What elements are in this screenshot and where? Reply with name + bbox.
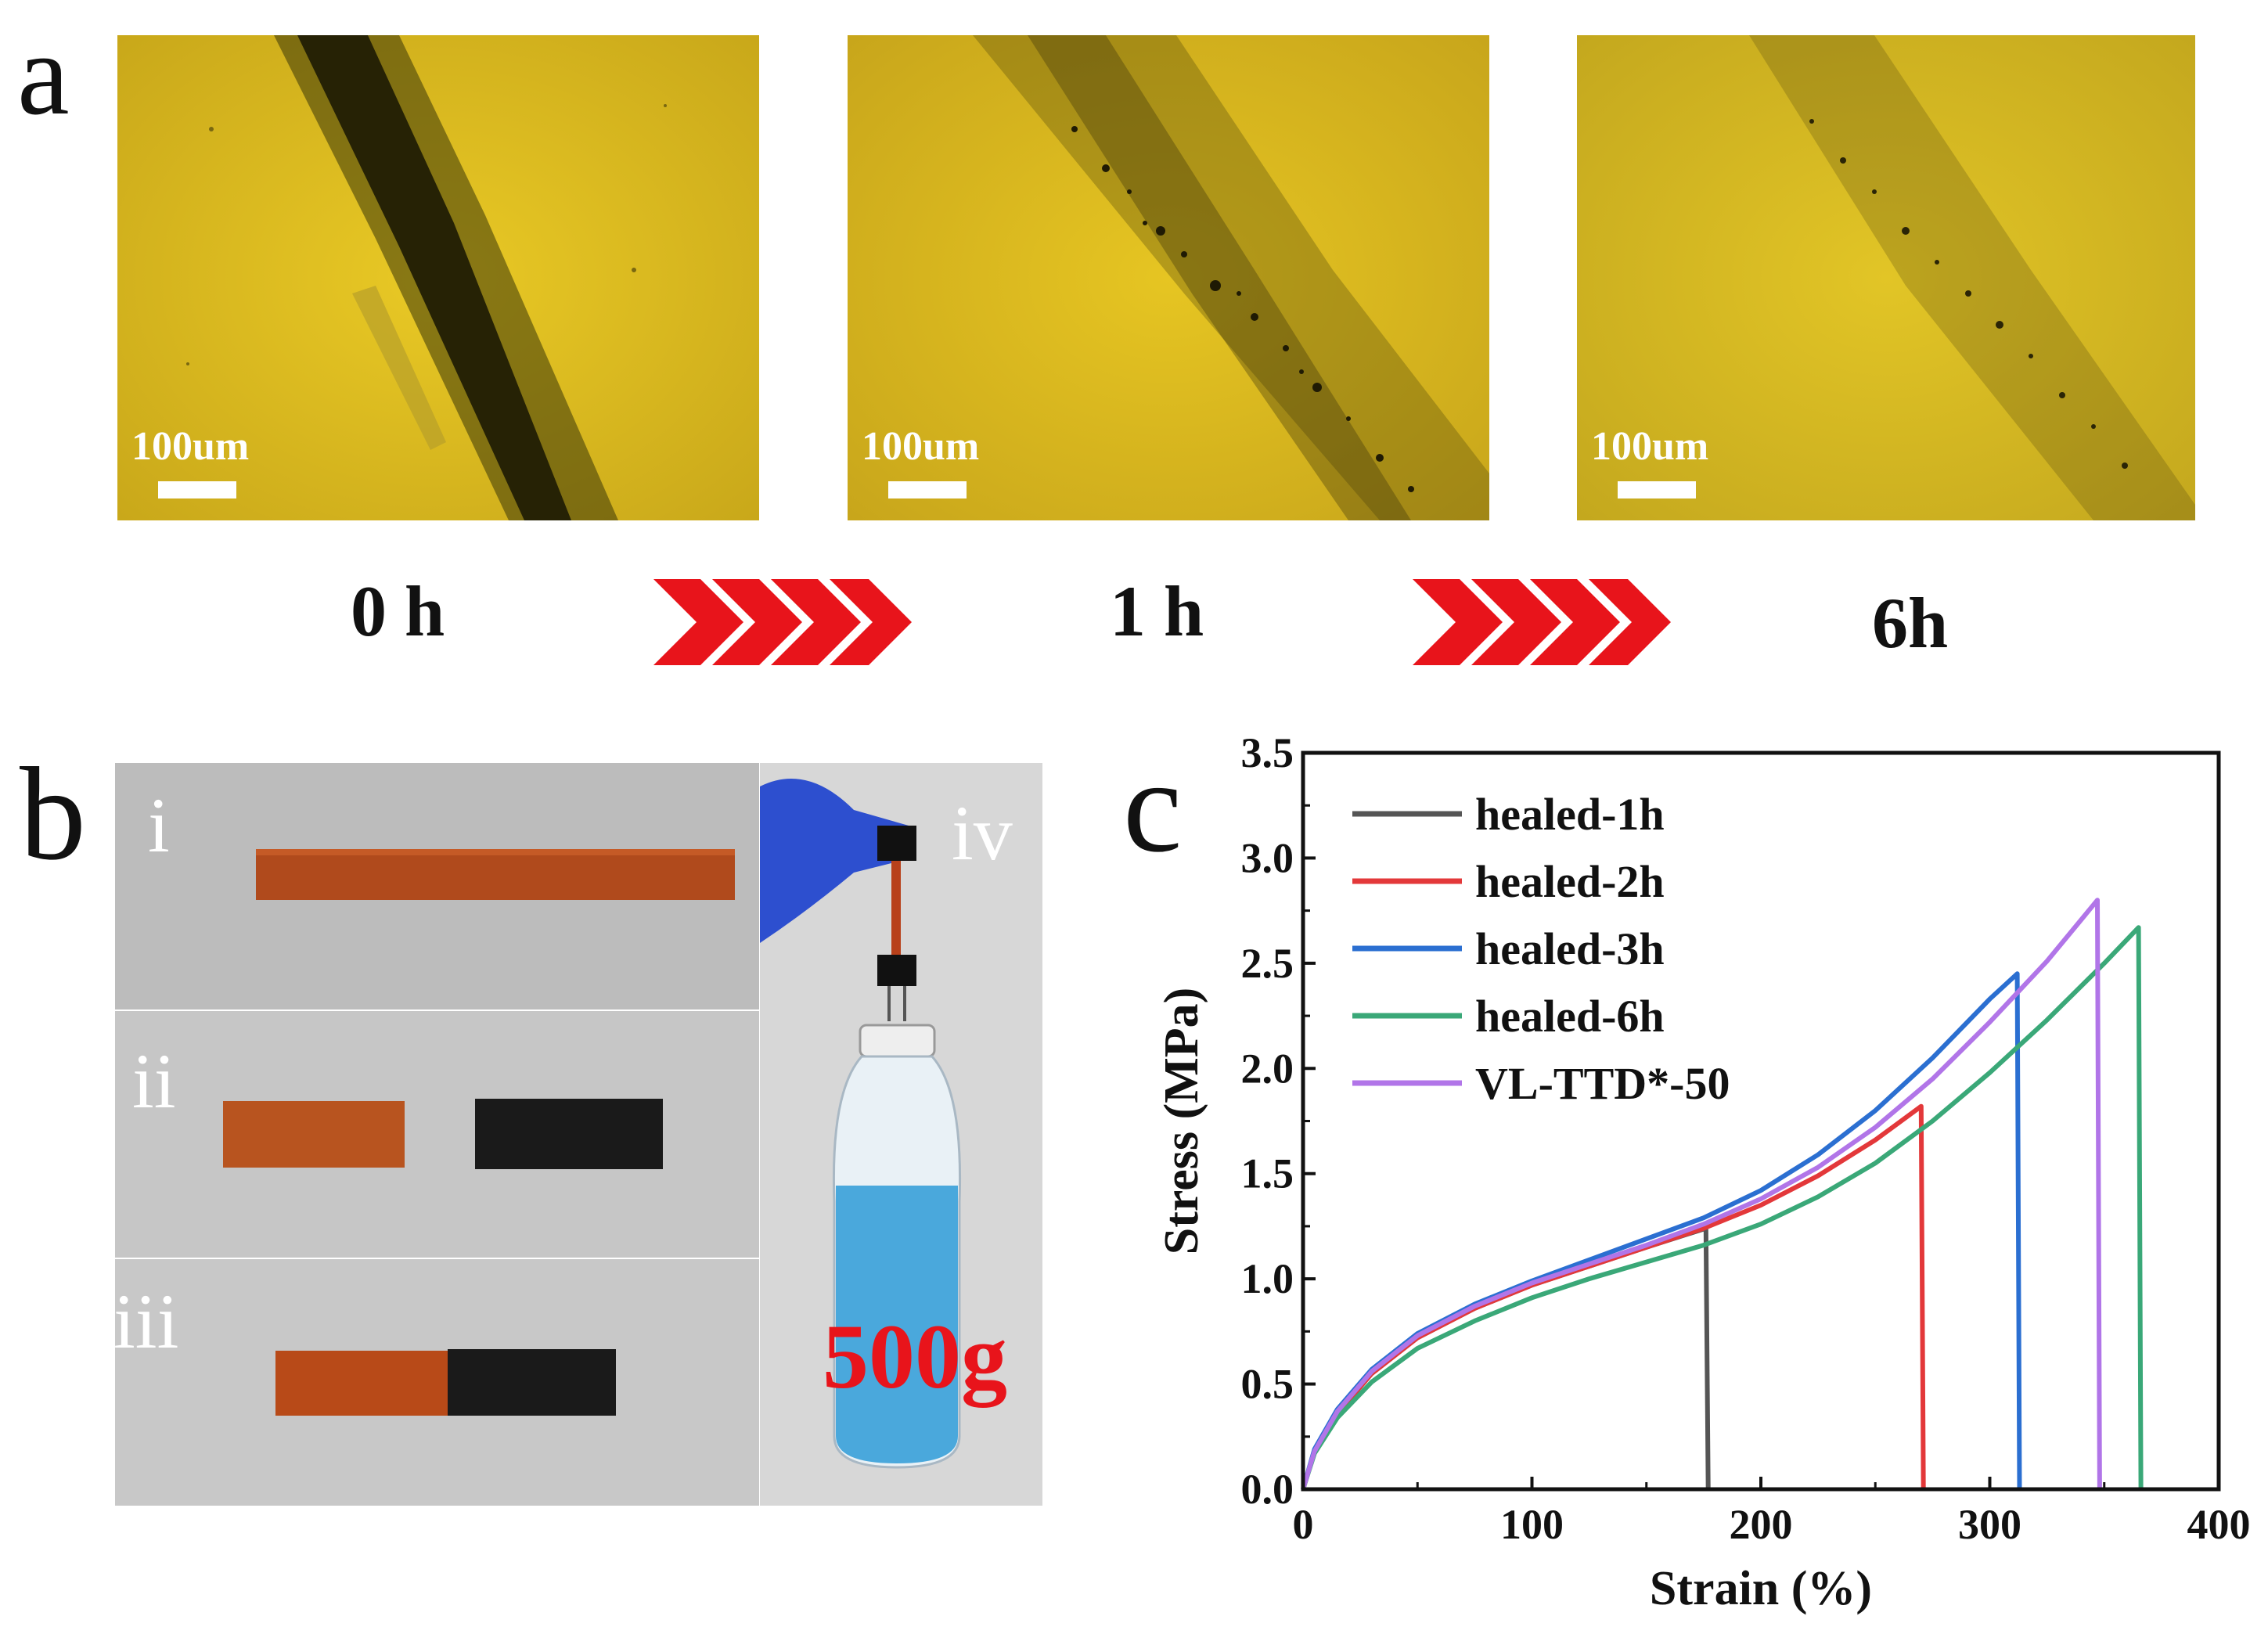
photo-load-bearing: iv 500g: [760, 763, 1042, 1506]
scale-bar: [1618, 481, 1696, 498]
micrograph-6h: 100um: [1577, 35, 2195, 520]
series-line-5: [1301, 898, 2102, 1490]
scale-bar-label: 100um: [1591, 424, 1709, 469]
panel-a-label: a: [17, 9, 70, 139]
x-tick-label: 300: [1958, 1501, 2021, 1548]
x-axis-label: Strain (%): [1650, 1562, 1872, 1615]
scale-bar-label: 100um: [862, 424, 980, 469]
series-line-3: [1301, 971, 2022, 1490]
legend-label: healed-1h: [1475, 789, 1665, 840]
panel-c-label: c: [1123, 732, 1183, 880]
y-tick-label: 3.0: [1241, 834, 1294, 881]
photo-cut-samples: ii: [115, 1011, 759, 1258]
y-tick-label: 0.5: [1241, 1361, 1294, 1408]
series-line-2: [1301, 1103, 1926, 1490]
y-tick-label: 1.0: [1241, 1255, 1294, 1302]
micrograph-0h: 100um: [117, 35, 759, 520]
chevron-arrows-icon: [653, 579, 912, 665]
time-label-0h: 0 h: [351, 571, 445, 651]
legend-label: healed-6h: [1475, 991, 1665, 1042]
photo-healed-sample: iii: [115, 1259, 759, 1506]
series-line-1: [1301, 1226, 1711, 1490]
micrograph-1h: 100um: [848, 35, 1489, 520]
subpanel-label-iv: iv: [952, 790, 1013, 876]
y-tick-label: 1.5: [1241, 1150, 1294, 1197]
scale-bar-label: 100um: [131, 424, 250, 469]
x-tick-label: 100: [1500, 1501, 1564, 1548]
scale-bar: [158, 481, 236, 498]
y-axis-label: Stress (MPa): [1155, 988, 1208, 1254]
series-line-4: [1301, 925, 2144, 1490]
y-tick-label: 2.0: [1241, 1045, 1294, 1092]
y-tick-label: 2.5: [1241, 940, 1294, 987]
subpanel-label-ii: ii: [132, 1038, 176, 1125]
x-tick-label: 200: [1730, 1501, 1793, 1548]
panel-b-label: b: [20, 740, 86, 887]
legend-label: VL-TTD*-50: [1475, 1058, 1730, 1109]
plot-frame: [1301, 750, 2221, 1492]
weight-label: 500g: [823, 1305, 1007, 1408]
x-tick-label: 0: [1293, 1501, 1314, 1548]
scale-bar: [888, 481, 967, 498]
subpanel-label-i: i: [148, 782, 170, 869]
legend-label: healed-2h: [1475, 856, 1665, 907]
chevron-arrows-icon: [1413, 579, 1671, 665]
time-label-1h: 1 h: [1110, 571, 1204, 651]
y-tick-label: 3.5: [1241, 729, 1294, 776]
time-label-6h: 6h: [1872, 583, 1949, 663]
photo-original-sample: i: [115, 763, 759, 1010]
x-tick-label: 400: [2187, 1501, 2251, 1548]
subpanel-label-iii: iii: [115, 1278, 179, 1365]
y-tick-label: 0.0: [1241, 1466, 1294, 1513]
legend-label: healed-3h: [1475, 923, 1665, 974]
